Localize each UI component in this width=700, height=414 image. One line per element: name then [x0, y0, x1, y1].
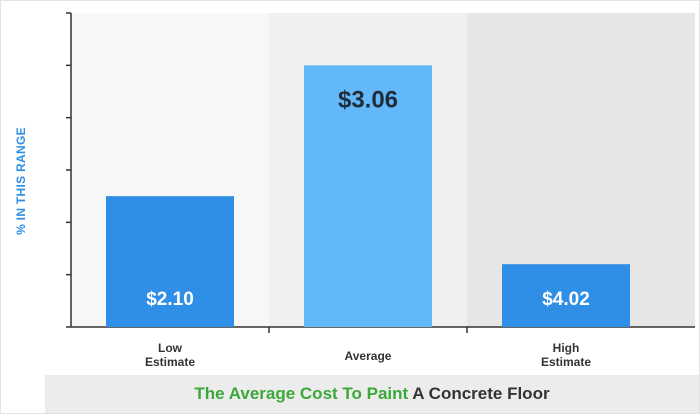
- bar-1: [106, 196, 234, 327]
- chart-title-part-2: A Concrete Floor: [408, 384, 550, 403]
- category-label-1-line-1: Low: [158, 341, 183, 355]
- bar-chart: $2.10LowEstimate$3.06Average$4.02HighEst…: [66, 12, 695, 369]
- bar-label-1: $2.10: [146, 289, 194, 310]
- background-band-edge: [665, 13, 695, 327]
- chart-title-bar: The Average Cost To Paint A Concrete Flo…: [45, 375, 699, 413]
- category-label-2-line-1: Average: [345, 349, 392, 363]
- bar-3: [502, 264, 630, 327]
- category-label-3-line-1: High: [553, 341, 580, 355]
- bar-label-2: $3.06: [338, 86, 398, 113]
- category-label-1-line-2: Estimate: [145, 355, 195, 369]
- bar-2: [304, 65, 432, 327]
- category-label-3-line-2: Estimate: [541, 355, 591, 369]
- bar-label-3: $4.02: [542, 289, 590, 310]
- chart-title-part-1: The Average Cost To Paint: [194, 384, 409, 403]
